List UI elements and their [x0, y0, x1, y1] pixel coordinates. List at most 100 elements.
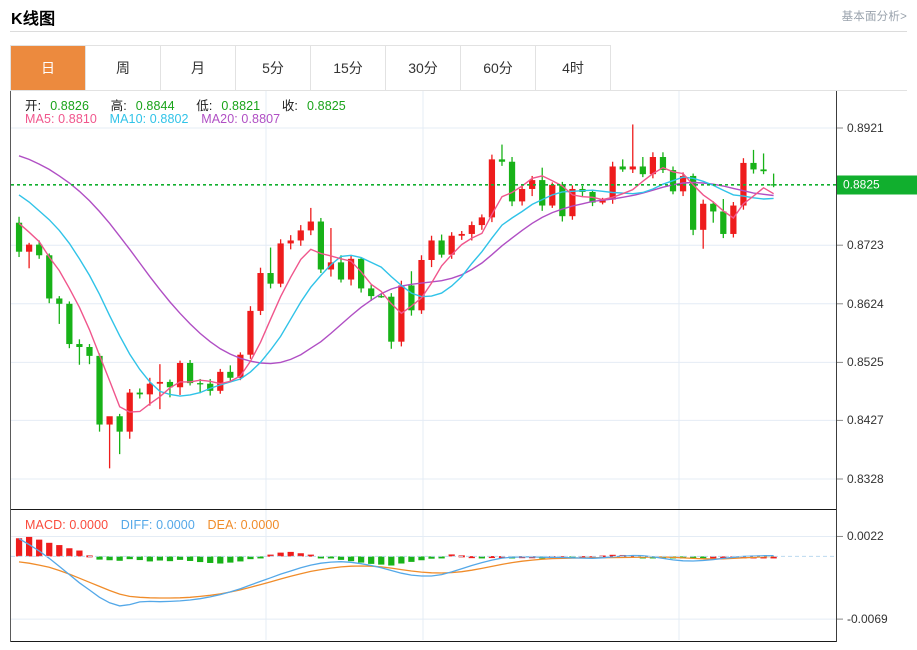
macd-bar [710, 556, 717, 559]
candle-body [408, 285, 415, 311]
candle-body [327, 262, 335, 270]
macd-bar [609, 554, 616, 557]
candle-body [46, 255, 53, 299]
macd-bar [136, 556, 143, 561]
candle-body [488, 159, 496, 218]
candle-body [388, 296, 395, 342]
macd-bar [146, 556, 153, 562]
macd-bar [448, 554, 455, 557]
macd-bar [378, 556, 385, 565]
header-divider [10, 31, 907, 32]
candle-body [36, 244, 43, 256]
macd-bar [297, 553, 304, 557]
candle-body [317, 221, 324, 270]
candle-body [599, 199, 606, 203]
ma20-legend: MA20: 0.8807 [201, 112, 281, 126]
tab-5[interactable]: 30分 [386, 46, 461, 90]
candle-body [508, 161, 516, 202]
candle-body [468, 225, 475, 234]
tab-3[interactable]: 5分 [236, 46, 311, 90]
candle-body [368, 288, 375, 297]
page-title: K线图 [11, 11, 56, 28]
candle-body [337, 262, 345, 280]
diff-legend-value: DIFF: 0.0000 [120, 518, 195, 532]
macd-bar [126, 556, 133, 560]
high-label: 高: [110, 99, 127, 113]
macd-bar [277, 552, 284, 557]
candle-body [176, 362, 184, 388]
candle-body [156, 381, 164, 384]
candle-body [498, 159, 506, 162]
tab-4[interactable]: 15分 [311, 46, 386, 90]
ma20-line [18, 155, 774, 365]
macd-bar [116, 556, 123, 561]
macd-bar [15, 538, 23, 557]
macd-histogram [15, 536, 777, 566]
candle-body [720, 211, 727, 234]
candle-body [569, 188, 576, 217]
fundamental-analysis-link[interactable]: 基本面分析> [841, 11, 907, 23]
macd-bar [368, 556, 375, 564]
candle-body [418, 259, 425, 311]
candle-body [559, 184, 566, 217]
macd-bar [388, 556, 395, 566]
candle-body [518, 188, 526, 202]
candlestick-plot[interactable] [11, 91, 908, 642]
macd-bar [438, 556, 445, 559]
macd-bar [690, 556, 697, 559]
candle-body [659, 157, 667, 171]
macd-bar [76, 550, 83, 557]
candle-body [267, 273, 274, 284]
candle-body [96, 355, 103, 425]
candle-body [86, 347, 93, 356]
panel-divider [11, 509, 836, 510]
candle-body [217, 371, 224, 391]
dea-legend-value: DEA: 0.0000 [207, 518, 280, 532]
tab-7[interactable]: 4时 [536, 46, 611, 90]
diff-line [18, 538, 774, 607]
candle-body [227, 371, 234, 378]
macd-bar [317, 556, 324, 559]
candle-body [730, 205, 737, 234]
macd-bar [337, 556, 345, 560]
macd-bar [25, 536, 33, 557]
ohlc-legend: 开: 0.8826 高: 0.8844 低: 0.8821 收: 0.8825 [25, 95, 364, 114]
macd-bar [237, 556, 244, 562]
candle-body [15, 222, 23, 252]
price-tick-label: 0.8723 [847, 238, 884, 253]
macd-bar [418, 556, 425, 561]
tab-6[interactable]: 60分 [461, 46, 536, 90]
macd-bar [307, 554, 314, 557]
candle-body [76, 344, 83, 348]
macd-bar [478, 556, 485, 559]
candle-body [619, 166, 626, 170]
timeframe-tabbar[interactable]: 日周月 5分 15分 30分 60分 4时 [10, 45, 611, 91]
macd-bar [56, 545, 63, 557]
tab-2[interactable]: 月 [161, 46, 236, 90]
macd-bar [720, 556, 727, 559]
candle-body [529, 180, 536, 189]
price-tick-label: 0.8525 [847, 355, 884, 370]
candle-body [478, 217, 485, 226]
candle-body [347, 258, 355, 280]
price-axis-divider [836, 91, 837, 642]
macd-bar [106, 556, 113, 561]
price-tick-label: 0.8427 [847, 413, 884, 428]
candle-body [358, 258, 365, 289]
macd-bar [186, 556, 194, 561]
ma-legend: MA5: 0.8810 MA10: 0.8802 MA20: 0.8807 [25, 112, 289, 126]
macd-bar [156, 556, 164, 561]
tab-1[interactable]: 周 [86, 46, 161, 90]
candle-body [197, 383, 204, 385]
tab-0[interactable]: 日 [11, 46, 86, 90]
current-price-badge: 0.8825 [837, 175, 917, 195]
candle-body [629, 166, 636, 170]
candle-body [207, 383, 214, 391]
chart-bottom-border [11, 641, 836, 642]
price-tick-label: 0.8921 [847, 121, 884, 135]
macd-legend: MACD: 0.0000 DIFF: 0.0000 DEA: 0.0000 [25, 518, 288, 532]
candle-body [649, 157, 657, 175]
candle-body [539, 180, 546, 206]
candle-body [690, 175, 697, 230]
